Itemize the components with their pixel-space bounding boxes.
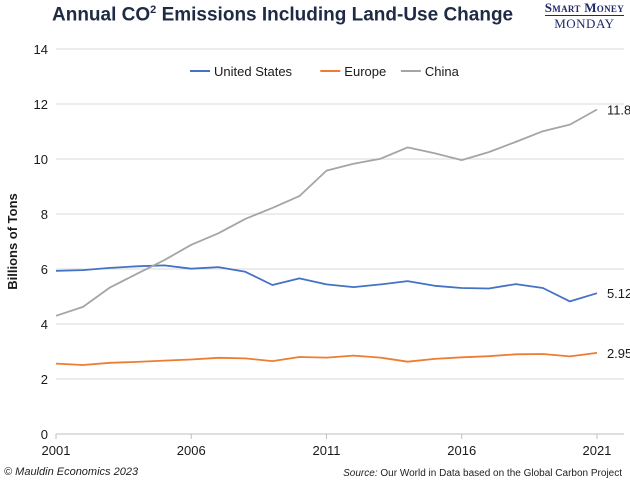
series-line-china xyxy=(55,108,598,317)
chart-title-superscript: 2 xyxy=(150,4,157,16)
y-axis-title: Billions of Tons xyxy=(5,193,20,290)
legend-label: Europe xyxy=(344,64,386,79)
x-tick-label: 2021 xyxy=(582,443,611,458)
end-value-label: 5.12 xyxy=(607,286,630,301)
end-value-label: 2.95 xyxy=(607,346,630,361)
y-tick-label: 12 xyxy=(34,97,48,112)
end-value-label: 11.8 xyxy=(607,103,630,118)
x-tick-label: 2011 xyxy=(312,443,340,458)
y-tick-label: 8 xyxy=(41,207,48,222)
brand-logo-top: Smart Money xyxy=(544,0,624,15)
source-text: Our World in Data based on the Global Ca… xyxy=(377,468,622,479)
series-line-united-states xyxy=(55,264,598,303)
series-line-europe xyxy=(55,352,598,366)
chart-title-rest: Emissions Including Land-Use Change xyxy=(156,4,514,26)
chart-title-main: Annual CO xyxy=(52,4,151,26)
y-tick-label: 0 xyxy=(41,427,48,442)
source-label: Source: xyxy=(343,468,378,479)
y-tick-label: 2 xyxy=(41,372,48,387)
chart-title: Annual CO2 Emissions Including Land-Use … xyxy=(52,4,513,26)
x-tick-label: 2016 xyxy=(447,443,476,458)
y-tick-label: 14 xyxy=(34,42,48,57)
source-note: Source: Our World in Data based on the G… xyxy=(343,468,622,479)
legend-label: United States xyxy=(214,64,293,79)
y-tick-label: 6 xyxy=(41,262,48,277)
y-tick-label: 10 xyxy=(34,152,48,167)
y-tick-label: 4 xyxy=(41,317,48,332)
x-tick-label: 2001 xyxy=(42,443,71,458)
x-tick-label: 2006 xyxy=(177,443,206,458)
brand-logo: Smart Money MONDAY xyxy=(544,0,624,30)
brand-logo-bottom: MONDAY xyxy=(544,15,624,30)
legend-label: China xyxy=(425,64,460,79)
copyright-text: © Mauldin Economics 2023 xyxy=(4,466,139,478)
